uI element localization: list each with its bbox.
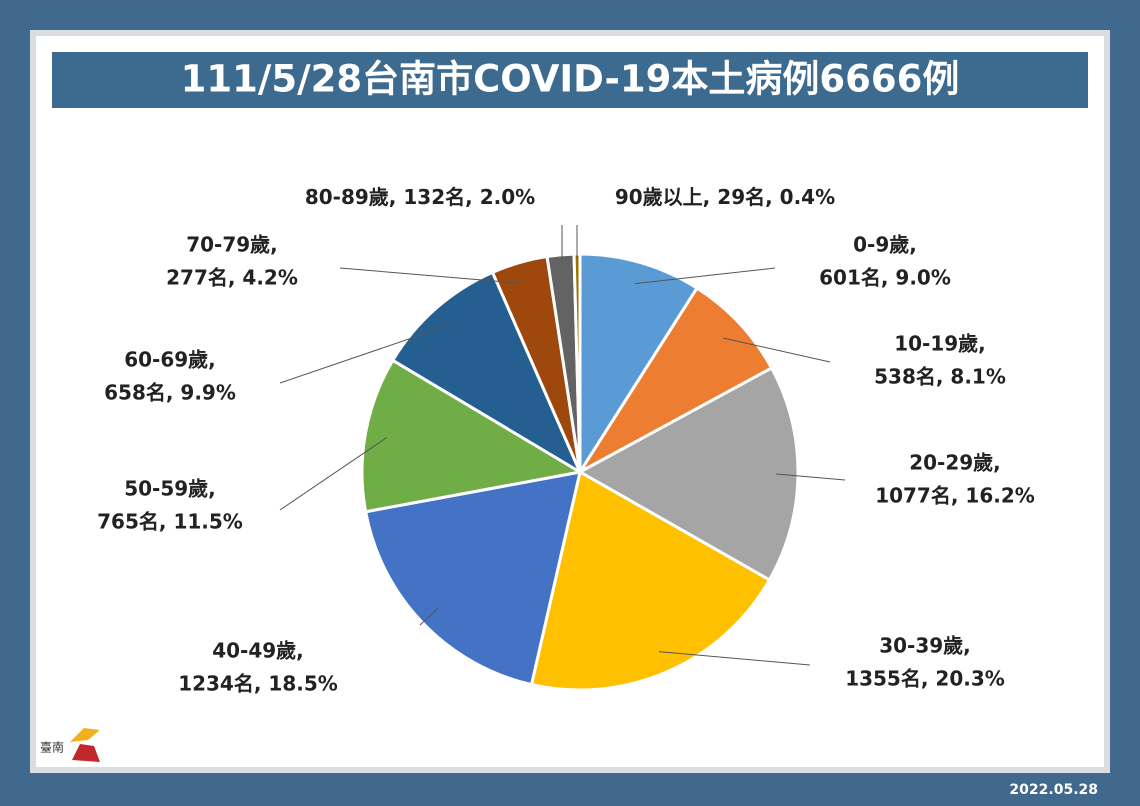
data-label-category: 30-39歲, (879, 634, 971, 658)
leader-line (634, 267, 776, 285)
data-label-value: 658名, 9.9% (104, 381, 236, 405)
logo-text: 臺南 (40, 740, 64, 755)
data-label-category: 10-19歲, (894, 332, 986, 356)
logo-shape (72, 744, 100, 762)
pie-slice (529, 469, 772, 692)
data-label-value: 765名, 11.5% (97, 510, 243, 534)
leader-line (279, 437, 388, 511)
data-label-category: 60-69歲, (124, 348, 216, 372)
leader-line (723, 337, 831, 363)
data-label-value: 1077名, 16.2% (875, 484, 1035, 508)
data-label-value: 538名, 8.1% (874, 365, 1006, 389)
data-label-value: 601名, 9.0% (819, 266, 951, 290)
leader-line (279, 324, 451, 384)
pie-slice (578, 252, 700, 478)
data-label-category: 70-79歲, (186, 233, 278, 257)
data-label-value: 277名, 4.2% (166, 266, 298, 290)
title-bar (52, 52, 1088, 108)
data-label-category: 90歲以上, (615, 185, 710, 209)
data-label-value: 1355名, 20.3% (845, 667, 1005, 691)
data-label: 80-89歲, 132名, 2.0% (305, 185, 535, 209)
pie-slice (390, 270, 584, 476)
date: 2022.05.28 (1009, 782, 1098, 798)
data-label-value: 29名, 0.4% (717, 185, 835, 209)
data-label-value: 1234名, 18.5% (178, 672, 338, 696)
data-label-category: 50-59歲, (124, 477, 216, 501)
logo: 臺南 (40, 728, 100, 762)
data-label: 90歲以上, 29名, 0.4% (615, 185, 835, 209)
leader-line (419, 607, 439, 626)
data-label-category: 0-9歲, (853, 233, 917, 257)
data-label-category: 40-49歲, (212, 639, 304, 663)
leader-line (339, 267, 526, 285)
data-label-category: 80-89歲, (305, 185, 397, 209)
data-label-value: 132名, 2.0% (403, 185, 535, 209)
leader-line (658, 651, 811, 666)
pie-slice (576, 365, 800, 582)
pie: 0-9歲, 601名, 9.0% 10-19歲, 538名, 8.1% 20-29歲, 1… (97, 185, 1035, 696)
data-label-category: 20-29歲, (909, 451, 1001, 475)
chart-title: 111/5/28台南市COVID-19本土病例6666例 (181, 58, 960, 101)
logo-shape (70, 728, 100, 742)
pie-slice (575, 285, 774, 477)
leader-line (776, 473, 846, 481)
pie-slice (360, 358, 585, 514)
